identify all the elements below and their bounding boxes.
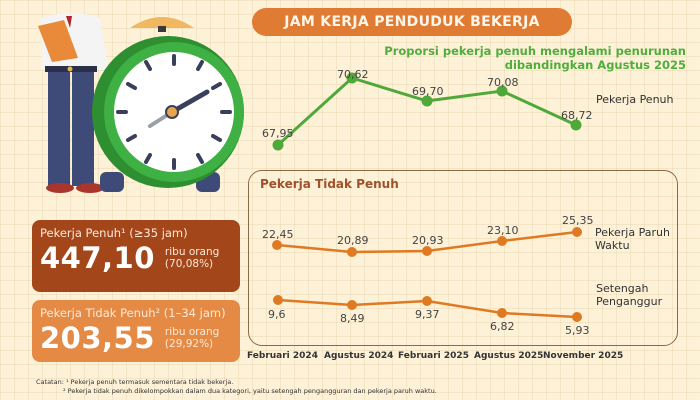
data-point: [497, 308, 507, 318]
x-tick: Agustus 2025: [474, 351, 543, 361]
note-1: ¹ Pekerja penuh termasuk sementara tidak…: [65, 378, 234, 386]
card-unit: ribu orang: [164, 246, 220, 258]
value-label: 6,82: [490, 320, 515, 333]
setengah-penganggur-series: 9,6 8,49 9,37 6,82 5,93 Setengah Pengang…: [268, 282, 663, 337]
data-point: [272, 240, 282, 250]
pekerja-tidak-penuh-card: Pekerja Tidak Penuh² (1–34 jam) 203,55 r…: [32, 300, 240, 362]
card-percent: (70,08%): [164, 258, 214, 270]
value-label: 23,10: [487, 224, 519, 237]
data-point: [572, 227, 582, 237]
pekerja-tidak-penuh-panel: [248, 170, 678, 346]
footnotes: Catatan: ¹ Pekerja penuh termasuk sement…: [36, 378, 437, 396]
data-point: [346, 72, 358, 84]
x-tick: Agustus 2024: [324, 351, 393, 361]
subtitle-line-1: Proporsi pekerja penuh mengalami penurun…: [384, 44, 686, 58]
x-axis: Februari 2024 Agustus 2024 Februari 2025…: [247, 351, 623, 361]
data-point: [421, 95, 433, 107]
data-point: [497, 236, 507, 246]
value-label: 22,45: [262, 228, 294, 241]
value-label: 70,62: [337, 68, 369, 81]
value-label: 20,89: [337, 234, 369, 247]
x-tick: Februari 2025: [398, 351, 469, 361]
notes-prefix: Catatan:: [36, 378, 64, 386]
card-value: 203,55: [40, 321, 155, 355]
data-point: [273, 295, 283, 305]
value-label: 70,08: [487, 76, 519, 89]
value-label: 68,72: [561, 109, 593, 122]
card-unit: ribu orang: [164, 326, 220, 338]
chart-subtitle: Proporsi pekerja penuh mengalami penurun…: [346, 44, 686, 72]
panel-title: Pekerja Tidak Penuh: [260, 177, 399, 191]
clock-worker-illustration: [38, 13, 244, 193]
data-point: [347, 300, 357, 310]
alarm-clock-icon: [92, 17, 244, 192]
data-point: [570, 119, 582, 131]
data-point: [272, 139, 284, 151]
value-label: 9,6: [268, 308, 286, 321]
data-point: [347, 247, 357, 257]
series-label-setengah: Setengah: [596, 282, 649, 295]
value-label: 8,49: [340, 312, 365, 325]
data-point: [496, 85, 508, 97]
card-value: 447,10: [40, 241, 155, 275]
value-label: 25,35: [562, 214, 594, 227]
value-label: 5,93: [565, 324, 590, 337]
x-tick: Februari 2024: [247, 351, 318, 361]
data-point: [422, 296, 432, 306]
data-point: [422, 246, 432, 256]
data-point: [572, 312, 582, 322]
page-title: JAM KERJA PENDUDUK BEKERJA: [252, 8, 572, 36]
paruh-waktu-series: 22,45 20,89 20,93 23,10 25,35 Pekerja Pa…: [262, 214, 670, 257]
note-2: ² Pekerja tidak penuh dikelompokkan dala…: [63, 387, 437, 395]
value-label: 67,95: [262, 127, 294, 140]
series-label-setengah-2: Penganggur: [596, 295, 663, 308]
value-label: 20,93: [412, 234, 444, 247]
value-label: 9,37: [415, 308, 440, 321]
card-label: Pekerja Tidak Penuh² (1–34 jam): [40, 306, 226, 320]
card-percent: (29,92%): [164, 338, 214, 350]
card-label: Pekerja Penuh¹ (≥35 jam): [40, 226, 188, 240]
worker-icon: [38, 13, 108, 193]
value-label: 69,70: [412, 85, 444, 98]
series-label-paruh-waktu: Pekerja Paruh: [595, 226, 670, 239]
subtitle-line-2: dibandingkan Agustus 2025: [504, 58, 686, 72]
series-label-paruh-waktu-2: Waktu: [595, 239, 630, 252]
pekerja-penuh-series: 67,95 70,62 69,70 70,08 68,72 Pekerja Pe…: [262, 68, 674, 151]
series-label-pekerja-penuh: Pekerja Penuh: [596, 93, 674, 106]
pekerja-penuh-card: Pekerja Penuh¹ (≥35 jam) 447,10 ribu ora…: [32, 220, 240, 292]
x-tick: November 2025: [543, 351, 623, 361]
